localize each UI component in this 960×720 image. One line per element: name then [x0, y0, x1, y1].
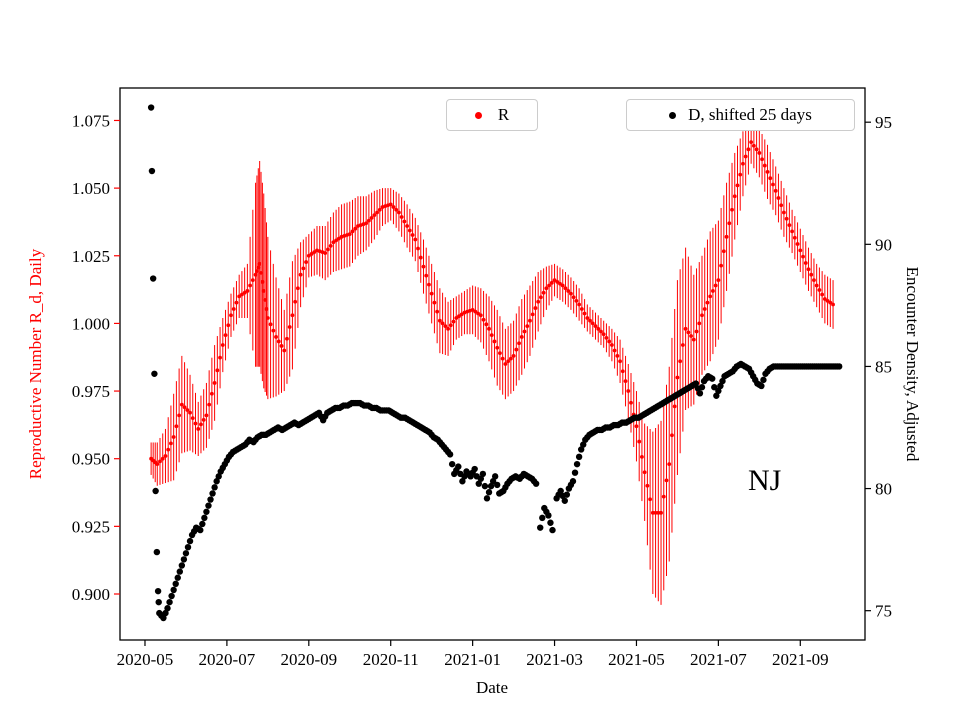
y-axis-label-left: Reproductive Number R_d, Daily — [26, 248, 45, 480]
x-axis-label: Date — [475, 678, 509, 697]
svg-text:2021-09: 2021-09 — [772, 650, 829, 669]
svg-text:2021-05: 2021-05 — [608, 650, 665, 669]
svg-text:2021-03: 2021-03 — [526, 650, 583, 669]
svg-text:2020-07: 2020-07 — [199, 650, 256, 669]
legend-d-marker-icon — [669, 111, 677, 119]
svg-text:2020-05: 2020-05 — [117, 650, 174, 669]
legend-r-label: R — [497, 105, 510, 124]
svg-text:75: 75 — [875, 602, 892, 621]
legend-r: R — [446, 99, 538, 131]
svg-text:80: 80 — [875, 480, 892, 499]
state-annotation: NJ — [748, 464, 782, 497]
legend-d: D, shifted 25 days — [626, 99, 855, 131]
legend-r-marker-icon — [474, 111, 482, 119]
svg-text:85: 85 — [875, 357, 892, 376]
svg-text:1.050: 1.050 — [72, 179, 110, 198]
svg-text:95: 95 — [875, 113, 892, 132]
svg-text:0.925: 0.925 — [72, 517, 110, 536]
svg-text:2021-07: 2021-07 — [690, 650, 747, 669]
svg-text:2021-01: 2021-01 — [444, 650, 501, 669]
svg-text:1.075: 1.075 — [72, 111, 110, 130]
svg-text:0.950: 0.950 — [72, 450, 110, 469]
svg-text:2020-09: 2020-09 — [280, 650, 337, 669]
svg-text:1.025: 1.025 — [72, 247, 110, 266]
svg-text:0.900: 0.900 — [72, 585, 110, 604]
legend-d-label: D, shifted 25 days — [688, 105, 812, 124]
svg-text:0.975: 0.975 — [72, 382, 110, 401]
svg-text:2020-11: 2020-11 — [363, 650, 419, 669]
svg-text:1.000: 1.000 — [72, 314, 110, 333]
y-axis-label-right: Encounter Density, Adjusted — [903, 266, 922, 462]
svg-text:90: 90 — [875, 235, 892, 254]
